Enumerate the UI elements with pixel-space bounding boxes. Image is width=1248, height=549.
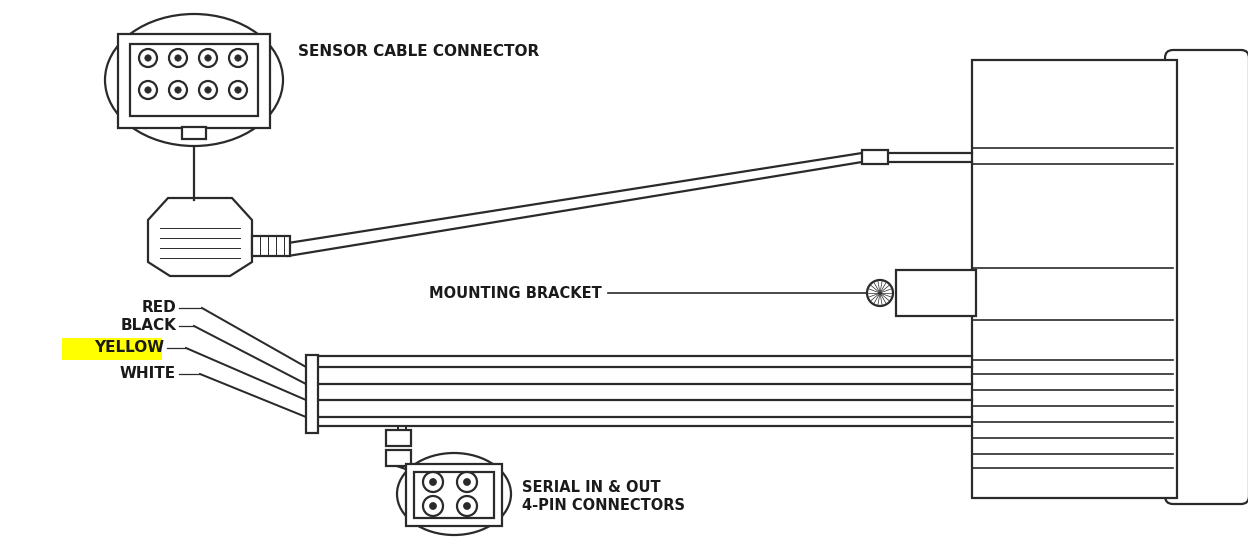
Bar (406, 464, 502, 526)
Text: MOUNTING BRACKET: MOUNTING BRACKET (429, 285, 602, 300)
Circle shape (139, 81, 157, 99)
Circle shape (228, 49, 247, 67)
Circle shape (457, 472, 477, 492)
Circle shape (168, 81, 187, 99)
Ellipse shape (105, 14, 283, 146)
Circle shape (423, 472, 443, 492)
Bar (182, 127, 206, 139)
Circle shape (235, 87, 241, 93)
Circle shape (198, 81, 217, 99)
Bar (130, 44, 258, 116)
Circle shape (423, 496, 443, 516)
Text: WHITE: WHITE (120, 367, 176, 382)
Bar (414, 472, 494, 518)
Text: SENSOR CABLE CONNECTOR: SENSOR CABLE CONNECTOR (298, 44, 539, 59)
Circle shape (139, 49, 157, 67)
Circle shape (205, 87, 211, 93)
Circle shape (235, 55, 241, 61)
Circle shape (457, 496, 477, 516)
Circle shape (429, 479, 437, 485)
Circle shape (145, 55, 151, 61)
Text: 4-PIN CONNECTORS: 4-PIN CONNECTORS (522, 497, 685, 513)
Bar (386, 450, 411, 466)
Circle shape (145, 87, 151, 93)
Text: SERIAL IN & OUT: SERIAL IN & OUT (522, 480, 660, 496)
Circle shape (175, 55, 181, 61)
Circle shape (463, 502, 470, 509)
Circle shape (429, 502, 437, 509)
Circle shape (463, 479, 470, 485)
Circle shape (228, 81, 247, 99)
Bar (306, 355, 318, 433)
Text: RED: RED (141, 300, 176, 316)
Text: YELLOW: YELLOW (94, 340, 163, 356)
Circle shape (198, 49, 217, 67)
Bar (896, 270, 976, 316)
Bar (862, 150, 889, 164)
Circle shape (867, 280, 894, 306)
Polygon shape (149, 198, 252, 276)
Bar (119, 34, 270, 128)
Ellipse shape (397, 453, 510, 535)
FancyBboxPatch shape (62, 338, 162, 360)
Text: BLACK: BLACK (120, 318, 176, 333)
Circle shape (175, 87, 181, 93)
Circle shape (168, 49, 187, 67)
Circle shape (205, 55, 211, 61)
Bar (252, 236, 290, 256)
Bar (386, 430, 411, 446)
FancyBboxPatch shape (1164, 50, 1248, 504)
Bar (972, 60, 1177, 498)
